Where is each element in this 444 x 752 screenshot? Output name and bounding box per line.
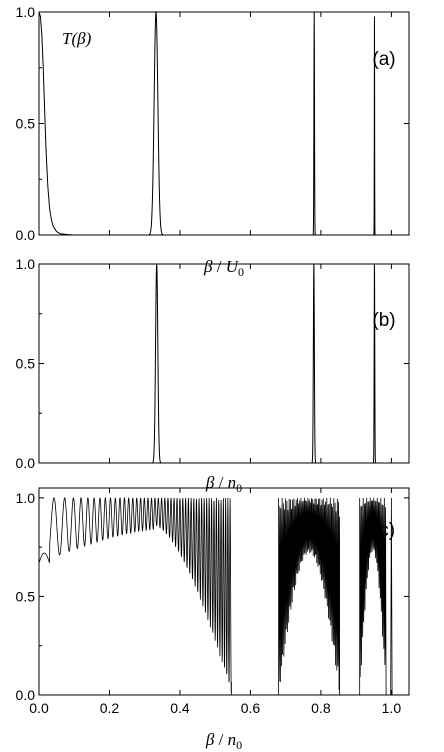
panel-b-ytick-label: 0.0 bbox=[16, 455, 36, 471]
panel-c-xlabel-var: β bbox=[205, 730, 215, 749]
panel-c-xlabel-den: n bbox=[228, 730, 237, 749]
panel-a-ytick-label: 0.0 bbox=[16, 227, 36, 243]
panel-c-ytick-label: 1.0 bbox=[16, 490, 36, 506]
panel-c-ytick-label: 0.5 bbox=[16, 588, 36, 604]
panel-c-xtick-label: 0.6 bbox=[241, 700, 261, 716]
panel-a-curve bbox=[38, 11, 409, 236]
panel-a-xlabel: β / U0 bbox=[203, 257, 244, 279]
panel-c-xlabel-sub: 0 bbox=[236, 738, 242, 752]
panel-a-xlabel-var: β bbox=[203, 257, 213, 276]
panel-c-xtick-label: 0.8 bbox=[311, 700, 331, 716]
panel-c-curve bbox=[38, 496, 393, 696]
panel-b-xlabel-den: n bbox=[228, 473, 237, 492]
panel-a-xlabel-den: U bbox=[226, 257, 240, 276]
panel-a-ylabel-base: T( bbox=[62, 29, 78, 48]
panel-b-xlabel-slash: / bbox=[214, 473, 227, 492]
panel-c-xtick-label: 0.2 bbox=[100, 700, 120, 716]
panel-c-xtick-label: 1.0 bbox=[382, 700, 402, 716]
panel-c-xtick-label: 0.4 bbox=[170, 700, 190, 716]
panel-a-yticks: 0.0 0.5 1.0 bbox=[16, 4, 409, 243]
panel-c-xticks: 0.0 0.2 0.4 0.6 0.8 1.0 bbox=[29, 488, 401, 716]
panel-a-ytick-label: 1.0 bbox=[16, 4, 36, 20]
panel-a-ylabel: T(β) bbox=[62, 29, 92, 48]
panel-b-xlabel: β / n0 bbox=[205, 473, 242, 495]
panel-b-label: (b) bbox=[372, 310, 395, 331]
panel-a-xlabel-slash: / bbox=[212, 257, 225, 276]
panel-c-yticks: 0.0 0.5 1.0 bbox=[16, 490, 409, 703]
panel-a-label: (a) bbox=[372, 49, 395, 70]
panel-c-ytick-label: 0.0 bbox=[16, 687, 36, 703]
panel-a-frame bbox=[38, 11, 410, 236]
panel-c-frame bbox=[38, 487, 410, 696]
panel-b-curve bbox=[39, 263, 409, 464]
panel-a-ytick-label: 0.5 bbox=[16, 116, 36, 132]
panel-a: (a) T(β) 0.0 0.5 1.0 bbox=[16, 4, 410, 243]
panel-c-xlabel-slash: / bbox=[214, 730, 227, 749]
panel-c-xlabel: β / n0 bbox=[205, 730, 242, 752]
panel-b-ytick-label: 1.0 bbox=[16, 256, 36, 272]
panel-a-ylabel-close: ) bbox=[85, 29, 92, 48]
panel-b-yticks: 0.0 0.5 1.0 bbox=[16, 256, 409, 471]
panel-c-xtick-label: 0.0 bbox=[29, 700, 49, 716]
panel-b: (b) 0.0 0.5 1.0 bbox=[16, 256, 410, 471]
panel-b-frame bbox=[38, 263, 410, 464]
panel-a-xlabel-sub: 0 bbox=[238, 265, 244, 279]
panel-b-ytick-label: 0.5 bbox=[16, 356, 36, 372]
panel-a-ylabel-var: β bbox=[76, 29, 86, 48]
panel-b-xlabel-var: β bbox=[205, 473, 215, 492]
panel-c: (c) 0.00.51.0 0.0 0.2 0.4 0.6 0.8 1.0 bbox=[16, 487, 410, 716]
